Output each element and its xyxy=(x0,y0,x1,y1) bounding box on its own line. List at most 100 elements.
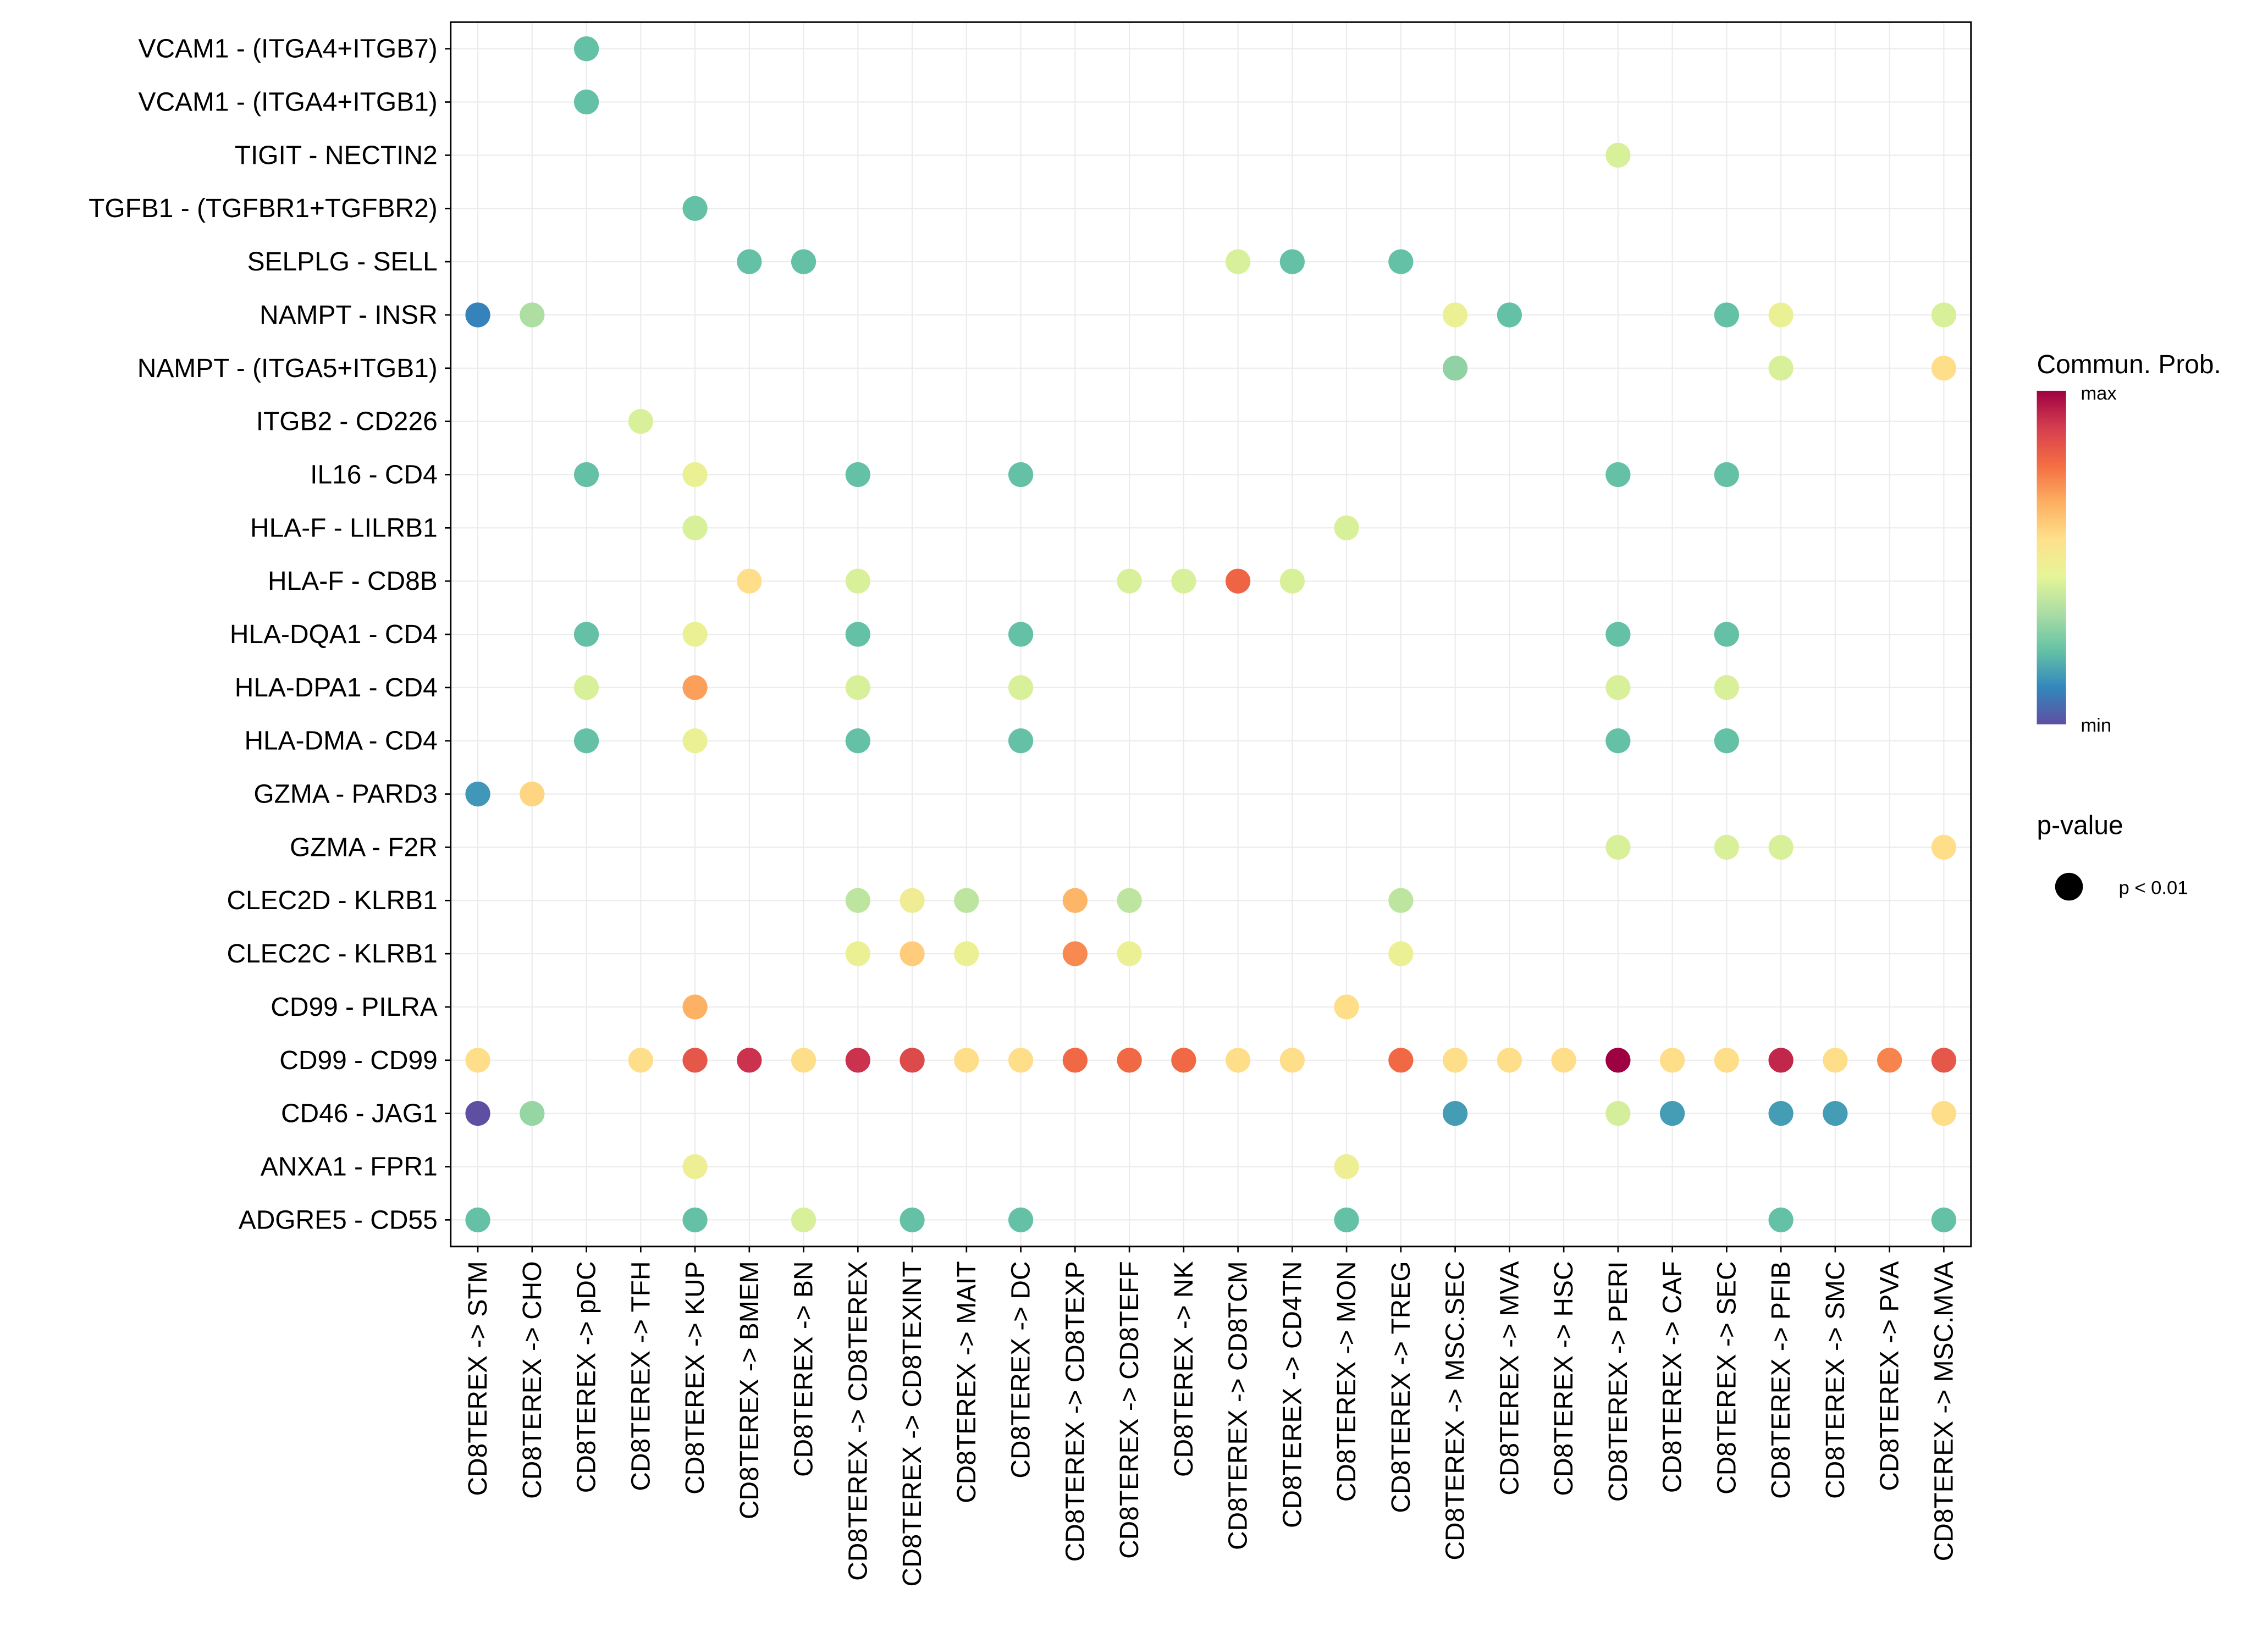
data-point xyxy=(520,781,545,807)
data-point xyxy=(1117,888,1142,913)
y-tick-label: CD46 - JAG1 xyxy=(281,1099,438,1128)
data-point xyxy=(1117,568,1142,594)
data-point xyxy=(845,675,870,700)
data-point xyxy=(1823,1048,1848,1073)
y-tick-label: NAMPT - (ITGA5+ITGB1) xyxy=(137,354,438,383)
data-point xyxy=(1334,994,1359,1020)
data-point xyxy=(1605,142,1631,168)
data-point xyxy=(1225,1048,1251,1073)
data-point xyxy=(1008,675,1034,700)
data-point xyxy=(520,1101,545,1126)
data-point xyxy=(1768,302,1794,328)
data-point xyxy=(737,1048,762,1073)
data-point xyxy=(1605,1101,1631,1126)
data-point xyxy=(1659,1101,1685,1126)
data-point xyxy=(1388,249,1414,274)
data-point xyxy=(682,196,708,221)
data-point xyxy=(1714,1048,1739,1073)
data-point xyxy=(845,728,870,754)
x-tick-label: CD8TEREX -> TFH xyxy=(626,1261,655,1491)
data-point xyxy=(682,515,708,540)
y-tick-label: HLA-DPA1 - CD4 xyxy=(235,673,438,702)
x-tick-label: CD8TEREX -> STM xyxy=(463,1261,493,1496)
x-tick-label: CD8TEREX -> CAF xyxy=(1658,1261,1687,1493)
x-tick-label: CD8TEREX -> CD4TN xyxy=(1278,1261,1307,1528)
data-point xyxy=(1931,1207,1957,1232)
data-point xyxy=(791,1207,816,1232)
data-point xyxy=(1768,834,1794,860)
data-point xyxy=(1442,302,1468,328)
data-point xyxy=(1279,249,1305,274)
data-point xyxy=(845,1048,870,1073)
x-tick-label: CD8TEREX -> CD8TEXINT xyxy=(898,1261,927,1586)
legend: Commun. Prob. max min p-value p < 0.01 xyxy=(2037,350,2221,901)
data-points xyxy=(465,36,1957,1232)
data-point xyxy=(1225,249,1251,274)
data-point xyxy=(791,249,816,274)
data-point xyxy=(1008,728,1034,754)
data-point xyxy=(1931,356,1957,381)
data-point xyxy=(1388,1048,1414,1073)
data-point xyxy=(1931,302,1957,328)
x-tick-label: CD8TEREX -> BN xyxy=(790,1261,819,1477)
data-point xyxy=(1714,834,1739,860)
y-tick-label: IL16 - CD4 xyxy=(310,460,438,489)
x-tick-label: CD8TEREX -> SMC xyxy=(1821,1261,1850,1498)
x-tick-label: CD8TEREX -> PVA xyxy=(1875,1261,1905,1491)
y-tick-label: GZMA - PARD3 xyxy=(253,780,437,809)
x-tick-label: CD8TEREX -> MSC.MVA xyxy=(1929,1261,1958,1561)
data-point xyxy=(845,462,870,488)
data-point xyxy=(1062,888,1088,913)
data-point xyxy=(1008,462,1034,488)
data-point xyxy=(1823,1101,1848,1126)
y-tick-label: HLA-F - LILRB1 xyxy=(250,513,438,543)
x-tick-label: CD8TEREX -> SEC xyxy=(1712,1261,1741,1494)
y-tick-label: ITGB2 - CD226 xyxy=(256,407,438,436)
colorbar xyxy=(2037,390,2066,724)
data-point xyxy=(737,249,762,274)
x-tick-label: CD8TEREX -> BMEM xyxy=(735,1261,764,1519)
y-tick-label: TIGIT - NECTIN2 xyxy=(235,141,438,170)
y-tick-label: ADGRE5 - CD55 xyxy=(239,1205,438,1235)
data-point xyxy=(573,36,599,62)
data-point xyxy=(465,1048,490,1073)
data-point xyxy=(1605,1048,1631,1073)
data-point xyxy=(682,675,708,700)
data-point xyxy=(1442,356,1468,381)
data-point xyxy=(682,728,708,754)
data-point xyxy=(628,409,653,434)
data-point xyxy=(1659,1048,1685,1073)
y-tick-label: HLA-F - CD8B xyxy=(268,567,438,596)
y-tick-label: SELPLG - SELL xyxy=(247,247,438,276)
y-tick-label: VCAM1 - (ITGA4+ITGB7) xyxy=(139,35,438,64)
y-tick-label: GZMA - F2R xyxy=(290,833,438,862)
x-tick-label: CD8TEREX -> CD8TEXP xyxy=(1061,1261,1090,1562)
data-point xyxy=(465,1207,490,1232)
x-tick-label: CD8TEREX -> pDC xyxy=(572,1261,602,1493)
data-point xyxy=(520,302,545,328)
data-point xyxy=(1931,1101,1957,1126)
data-point xyxy=(1714,728,1739,754)
data-point xyxy=(1605,728,1631,754)
y-tick-label: HLA-DMA - CD4 xyxy=(244,727,437,756)
data-point xyxy=(573,728,599,754)
data-point xyxy=(1768,1101,1794,1126)
data-point xyxy=(682,994,708,1020)
data-point xyxy=(1442,1048,1468,1073)
data-point xyxy=(1768,356,1794,381)
y-tick-label: VCAM1 - (ITGA4+ITGB1) xyxy=(139,88,438,117)
legend-size-label: p < 0.01 xyxy=(2119,877,2188,898)
x-tick-label: CD8TEREX -> CHO xyxy=(518,1261,547,1498)
x-tick-label: CD8TEREX -> MVA xyxy=(1495,1261,1524,1495)
legend-size-title: p-value xyxy=(2037,811,2123,840)
y-tick-label: TGFB1 - (TGFBR1+TGFBR2) xyxy=(89,194,438,223)
y-tick-label: NAMPT - INSR xyxy=(260,301,438,330)
data-point xyxy=(1062,941,1088,966)
data-point xyxy=(1714,622,1739,647)
data-point xyxy=(573,622,599,647)
x-tick-label: CD8TEREX -> DC xyxy=(1007,1261,1036,1478)
y-tick-label: CLEC2D - KLRB1 xyxy=(227,886,437,915)
data-point xyxy=(1605,675,1631,700)
data-point xyxy=(1171,1048,1196,1073)
